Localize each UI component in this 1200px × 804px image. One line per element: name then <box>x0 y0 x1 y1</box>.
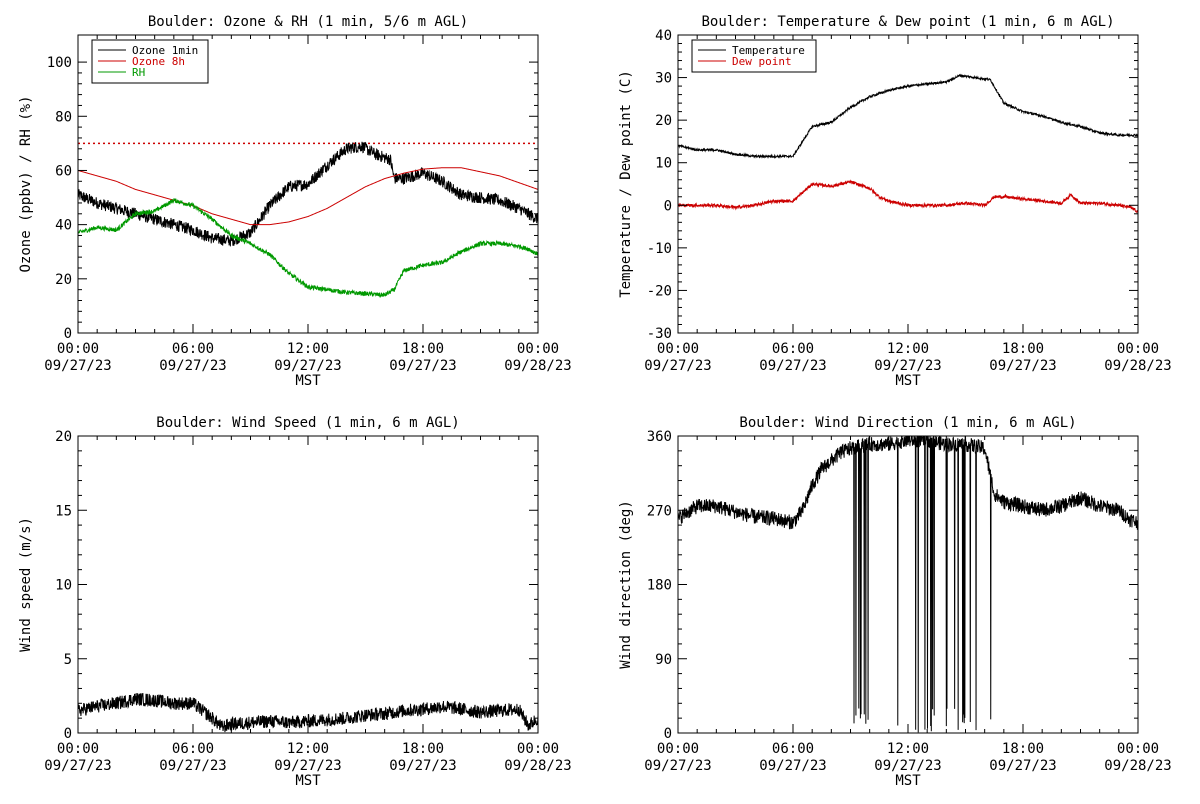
series-line-1 <box>678 436 1138 733</box>
x-axis-label: MST <box>295 773 321 789</box>
y-axis-label: Ozone (ppbv) / RH (%) <box>18 95 34 272</box>
x-tick-date: 09/27/23 <box>389 358 456 374</box>
x-tick-time: 06:00 <box>772 741 814 757</box>
y-tick-label: 0 <box>664 198 672 214</box>
x-tick-time: 06:00 <box>772 341 814 357</box>
x-axis-label: MST <box>895 373 921 389</box>
x-tick-date: 09/27/23 <box>989 758 1056 774</box>
chart-title: Boulder: Wind Speed (1 min, 6 m AGL) <box>156 415 459 431</box>
legend-box <box>691 39 817 73</box>
x-tick-date: 09/27/23 <box>759 758 826 774</box>
chart-title: Boulder: Ozone & RH (1 min, 5/6 m AGL) <box>148 14 468 30</box>
y-tick-label: 0 <box>64 726 72 742</box>
x-tick-time: 18:00 <box>402 741 444 757</box>
plot-frame <box>677 34 1139 334</box>
series-line-dew-point <box>678 179 1138 214</box>
x-tick-time: 00:00 <box>657 741 699 757</box>
x-tick-time: 18:00 <box>1002 341 1044 357</box>
y-tick-label: 5 <box>64 652 72 668</box>
x-tick-date: 09/27/23 <box>44 358 111 374</box>
y-tick-label: 40 <box>655 28 672 44</box>
legend-label: Ozone 1min <box>132 44 198 57</box>
chart-panel-1: 02040608010000:0009/27/2306:0009/27/2312… <box>18 14 572 389</box>
x-tick-date: 09/28/23 <box>1104 358 1171 374</box>
chart-panel-3: 0510152000:0009/27/2306:0009/27/2312:000… <box>18 415 572 789</box>
series-line-temperature <box>678 73 1138 159</box>
x-tick-time: 00:00 <box>1117 741 1159 757</box>
y-tick-label: 20 <box>55 272 72 288</box>
y-tick-label: 20 <box>55 429 72 445</box>
x-tick-date: 09/27/23 <box>874 758 941 774</box>
chart-panel-4: 09018027036000:0009/27/2306:0009/27/2312… <box>618 415 1172 789</box>
x-tick-time: 12:00 <box>887 341 929 357</box>
x-tick-time: 18:00 <box>402 341 444 357</box>
x-tick-date: 09/27/23 <box>644 358 711 374</box>
y-tick-label: 30 <box>655 71 672 87</box>
x-tick-time: 00:00 <box>517 741 559 757</box>
y-tick-label: 90 <box>655 652 672 668</box>
x-tick-time: 00:00 <box>517 341 559 357</box>
chart-title: Boulder: Wind Direction (1 min, 6 m AGL) <box>739 415 1076 431</box>
x-tick-date: 09/27/23 <box>274 758 341 774</box>
x-tick-date: 09/28/23 <box>504 758 571 774</box>
series-line-rh <box>78 197 538 299</box>
x-tick-date: 09/27/23 <box>389 758 456 774</box>
y-tick-label: 80 <box>55 109 72 125</box>
x-tick-date: 09/27/23 <box>44 758 111 774</box>
x-tick-time: 12:00 <box>287 741 329 757</box>
y-axis-label: Wind speed (m/s) <box>18 517 34 652</box>
plot-frame <box>677 435 1139 734</box>
y-axis-label: Wind direction (deg) <box>618 500 634 669</box>
x-axis-label: MST <box>295 373 321 389</box>
x-tick-time: 00:00 <box>57 741 99 757</box>
legend-label: Dew point <box>732 55 792 68</box>
x-tick-date: 09/27/23 <box>274 358 341 374</box>
legend-label: Ozone 8h <box>132 55 185 68</box>
y-tick-label: 20 <box>655 113 672 129</box>
chart-panel-2: -30-20-1001020304000:0009/27/2306:0009/2… <box>618 14 1172 389</box>
x-tick-date: 09/27/23 <box>874 358 941 374</box>
x-axis-label: MST <box>895 773 921 789</box>
x-tick-time: 12:00 <box>887 741 929 757</box>
x-tick-date: 09/27/23 <box>159 358 226 374</box>
x-tick-time: 00:00 <box>57 341 99 357</box>
y-tick-label: 360 <box>647 429 672 445</box>
x-tick-time: 00:00 <box>1117 341 1159 357</box>
y-tick-label: 0 <box>64 326 72 342</box>
x-tick-time: 06:00 <box>172 341 214 357</box>
x-tick-time: 12:00 <box>287 341 329 357</box>
x-tick-date: 09/27/23 <box>759 358 826 374</box>
y-tick-label: 10 <box>55 578 72 594</box>
chart-title: Boulder: Temperature & Dew point (1 min,… <box>701 14 1114 30</box>
series-line-ozone-8h <box>78 167 538 226</box>
y-tick-label: 60 <box>55 163 72 179</box>
y-tick-label: 100 <box>47 55 72 71</box>
series-line-1 <box>78 693 538 733</box>
x-tick-date: 09/27/23 <box>989 358 1056 374</box>
series-line-ozone-1min <box>78 141 538 247</box>
y-tick-label: 40 <box>55 218 72 234</box>
legend-label: Temperature <box>732 44 805 57</box>
y-tick-label: 0 <box>664 726 672 742</box>
y-axis-label: Temperature / Dew point (C) <box>618 70 634 298</box>
y-tick-label: 15 <box>55 503 72 519</box>
x-tick-time: 00:00 <box>657 341 699 357</box>
x-tick-date: 09/27/23 <box>159 758 226 774</box>
x-tick-time: 18:00 <box>1002 741 1044 757</box>
x-tick-date: 09/28/23 <box>504 358 571 374</box>
y-tick-label: -20 <box>647 283 672 299</box>
y-tick-label: 270 <box>647 503 672 519</box>
y-tick-label: 10 <box>655 156 672 172</box>
y-tick-label: -10 <box>647 241 672 257</box>
legend-label: RH <box>132 66 145 79</box>
x-tick-time: 06:00 <box>172 741 214 757</box>
x-tick-date: 09/27/23 <box>644 758 711 774</box>
plot-frame <box>77 435 539 734</box>
y-tick-label: 180 <box>647 578 672 594</box>
y-tick-label: -30 <box>647 326 672 342</box>
x-tick-date: 09/28/23 <box>1104 758 1171 774</box>
